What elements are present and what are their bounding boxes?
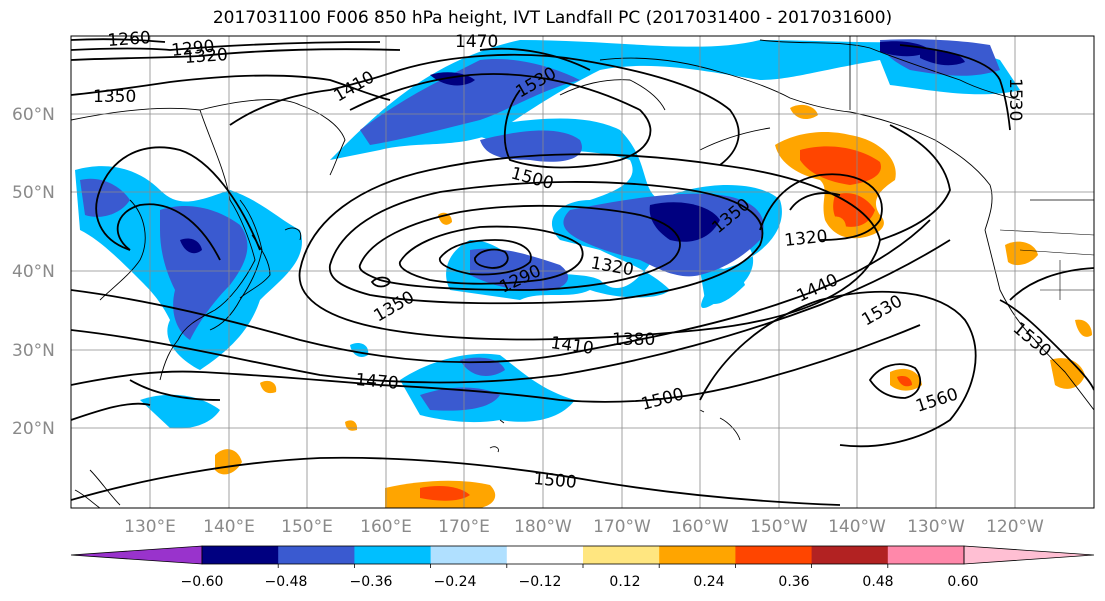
lon-label: 160°E (360, 517, 412, 537)
contour-label: 1320 (783, 227, 828, 251)
contour-label: 1500 (533, 469, 578, 493)
graticule (71, 36, 1094, 508)
lat-label: 40°N (12, 262, 55, 282)
lon-label: 140°E (203, 517, 255, 537)
lon-label: 170°E (438, 517, 490, 537)
contour-label: 1350 (93, 87, 136, 107)
longitude-labels: 130°E 140°E 150°E 160°E 170°E 180°W 170°… (124, 517, 1044, 537)
contour-label: 1260 (107, 28, 152, 51)
colorbar-segment (735, 546, 813, 564)
colorbar-segment (202, 546, 279, 564)
lon-label: 120°W (986, 517, 1044, 537)
colorbar-tick-label: 0.60 (947, 574, 978, 590)
colorbar-ticks (277, 564, 889, 568)
colorbar-tick-label: 0.48 (862, 574, 893, 590)
lon-label: 180°W (514, 517, 572, 537)
contour-label: 1320 (184, 45, 229, 68)
lon-label: 130°W (907, 517, 965, 537)
colorbar-segment (278, 546, 355, 564)
height-contours (71, 38, 1094, 506)
lon-label: 150°E (281, 517, 333, 537)
contour-label: 1470 (355, 370, 400, 394)
lat-label: 60°N (12, 105, 55, 125)
colorbar-segment (583, 546, 660, 564)
lon-label: 170°W (593, 517, 651, 537)
colorbar-tick-label: 0.12 (609, 574, 640, 590)
lon-label: 160°W (671, 517, 729, 537)
colorbar-tick-label: −0.60 (181, 574, 224, 590)
colorbar-segment (506, 546, 584, 564)
contour-label: 1380 (612, 330, 655, 350)
colorbar-tick-label: −0.12 (519, 574, 562, 590)
latitude-labels: 60°N 50°N 40°N 30°N 20°N (12, 105, 55, 439)
contour-label: 1290 (170, 37, 215, 61)
colorbar-segment (659, 546, 736, 564)
contour-label: 1470 (455, 32, 498, 52)
ivt-positive-shading (215, 104, 1092, 508)
map-title: 2017031100 F006 850 hPa height, IVT Land… (212, 8, 893, 28)
lat-label: 30°N (12, 341, 55, 361)
colorbar-tick-label: 0.24 (693, 574, 724, 590)
colorbar-tick-label: −0.36 (350, 574, 393, 590)
colorbar-segment (354, 546, 432, 564)
map-frame (70, 35, 1095, 509)
lon-label: 140°W (828, 517, 886, 537)
colorbar-segment (887, 546, 965, 564)
lat-label: 50°N (12, 183, 55, 203)
lon-label: 150°W (750, 517, 808, 537)
colorbar-tick-label: −0.24 (434, 574, 477, 590)
lon-label: 130°E (124, 517, 176, 537)
colorbar-tick-labels: −0.60 −0.48 −0.36 −0.24 −0.12 0.12 0.24 … (181, 574, 979, 590)
lat-label: 20°N (12, 419, 55, 439)
colorbar: −0.60 −0.48 −0.36 −0.24 −0.12 0.12 0.24 … (70, 545, 1095, 590)
colorbar-segment (430, 546, 508, 564)
colorbar-segments (70, 545, 1095, 565)
colorbar-segment (811, 546, 889, 564)
colorbar-tick-label: 0.36 (778, 574, 809, 590)
colorbar-extend-min (70, 545, 203, 565)
colorbar-tick-label: −0.48 (265, 574, 308, 590)
contour-label: 1530 (1005, 78, 1025, 121)
colorbar-extend-max (963, 545, 1095, 565)
